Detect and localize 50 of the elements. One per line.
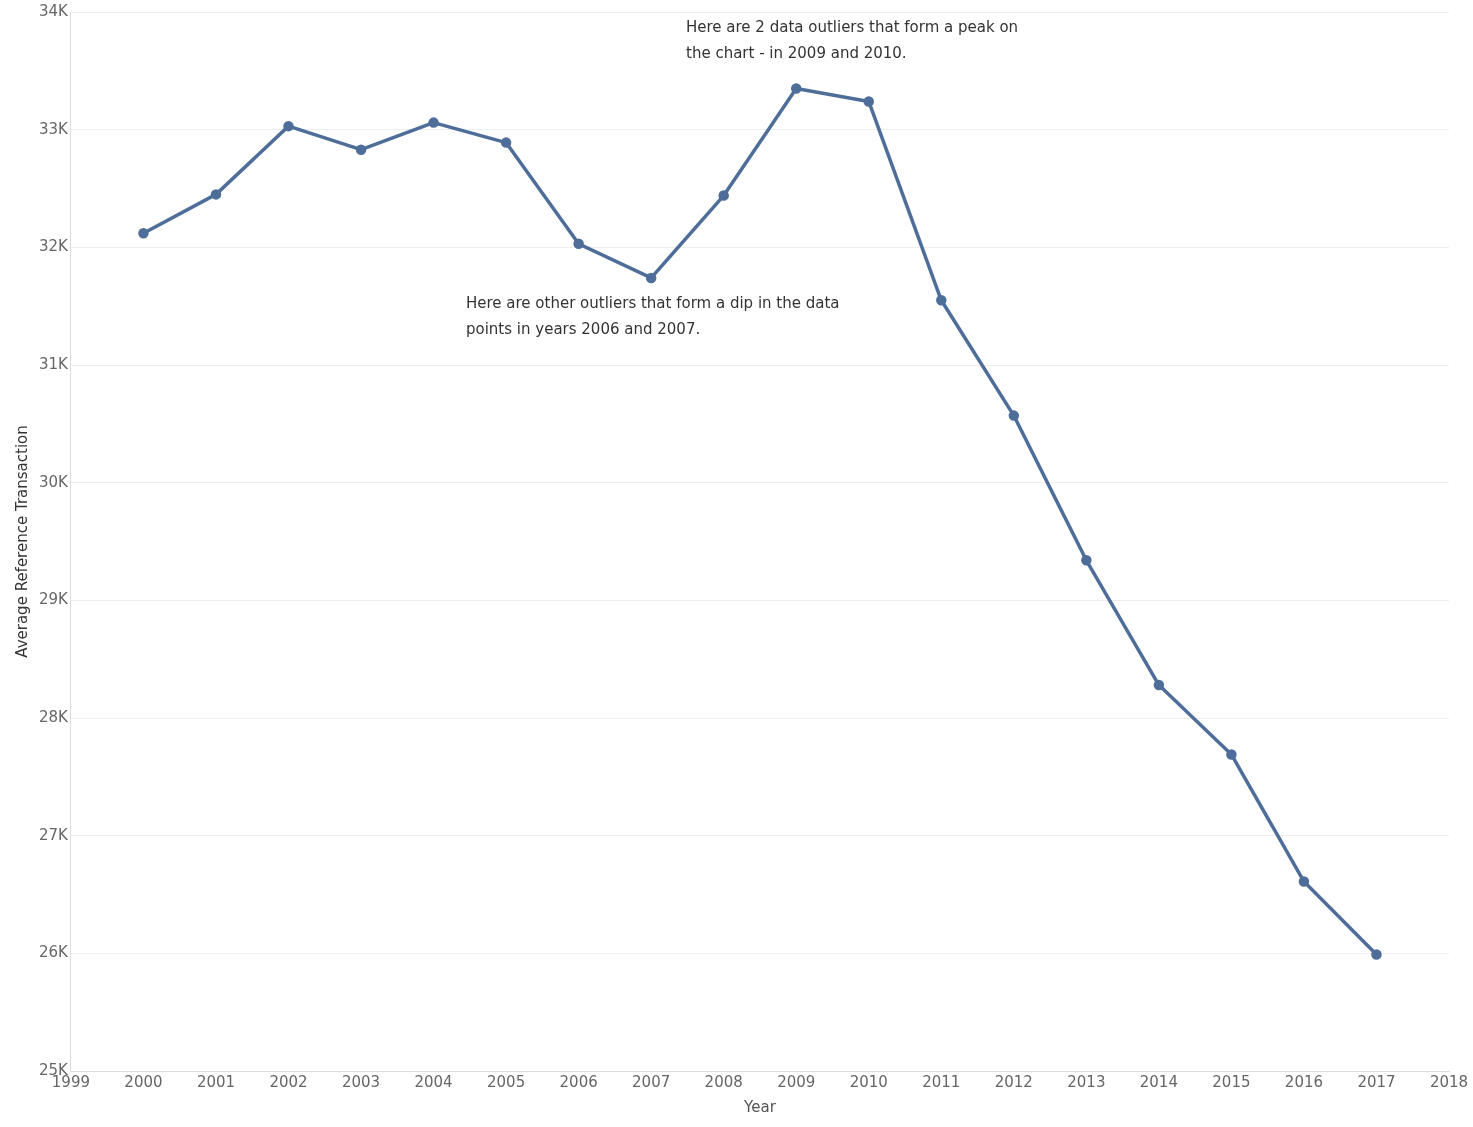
y-tick-label: 26K [38, 943, 70, 962]
x-tick-label: 2013 [1067, 1072, 1106, 1091]
annotation: Here are other outliers that form a dip in the data points in years 2006 and 2007. [465, 293, 841, 340]
x-axis-title: Year [743, 1097, 777, 1116]
x-tick-label: 2009 [777, 1072, 816, 1091]
point [1081, 555, 1092, 566]
point [718, 190, 729, 201]
point [283, 120, 294, 132]
x-tick-label: 2007 [632, 1072, 671, 1091]
x-tick-label: 2018 [1429, 1072, 1469, 1091]
y-tick-label: 29K [38, 590, 70, 609]
y-tick-label: 28K [38, 707, 70, 726]
x-tick-label: 2005 [487, 1072, 526, 1091]
x-tick-label: 2010 [849, 1072, 888, 1091]
x-tick-label: 2017 [1357, 1072, 1396, 1091]
point [645, 272, 657, 284]
point [936, 295, 947, 306]
point [863, 96, 875, 107]
point [1371, 949, 1382, 960]
x-tick-label: 2016 [1284, 1072, 1324, 1091]
y-tick-label: 32K [38, 237, 70, 256]
x-tick-label: 2006 [559, 1072, 598, 1091]
point [355, 144, 367, 155]
point [573, 238, 584, 250]
y-tick-label: 34K [38, 1, 70, 20]
x-tick-label: 2004 [414, 1072, 453, 1091]
x-tick-label: 2012 [994, 1072, 1033, 1091]
point [1226, 749, 1237, 760]
y-tick-label: 27K [38, 825, 70, 844]
x-tick-label: 2011 [922, 1072, 961, 1091]
y-tick-label: 30K [38, 472, 70, 491]
point [138, 227, 149, 239]
x-tick-label: 2001 [196, 1072, 236, 1091]
point [500, 137, 512, 148]
x-tick-label: 2008 [704, 1072, 743, 1091]
x-tick-label: 2015 [1212, 1072, 1251, 1091]
point [1153, 679, 1165, 691]
x-tick-label: 2000 [124, 1072, 163, 1091]
annotation: Here are 2 data outliers that form a peak on the chart - in 2009 and 2010. [685, 17, 1020, 64]
x-tick-label: 2014 [1139, 1072, 1178, 1091]
point [210, 189, 222, 200]
x-tick-label: 2002 [269, 1072, 308, 1091]
y-tick-label: 31K [38, 354, 70, 373]
y-tick-label: 33K [38, 119, 70, 138]
y-axis-title: Average Reference Transaction [12, 425, 31, 658]
point [428, 117, 439, 128]
point [790, 83, 802, 94]
x-tick-label: 2003 [341, 1072, 381, 1091]
point [1298, 876, 1310, 887]
point [1008, 410, 1020, 421]
